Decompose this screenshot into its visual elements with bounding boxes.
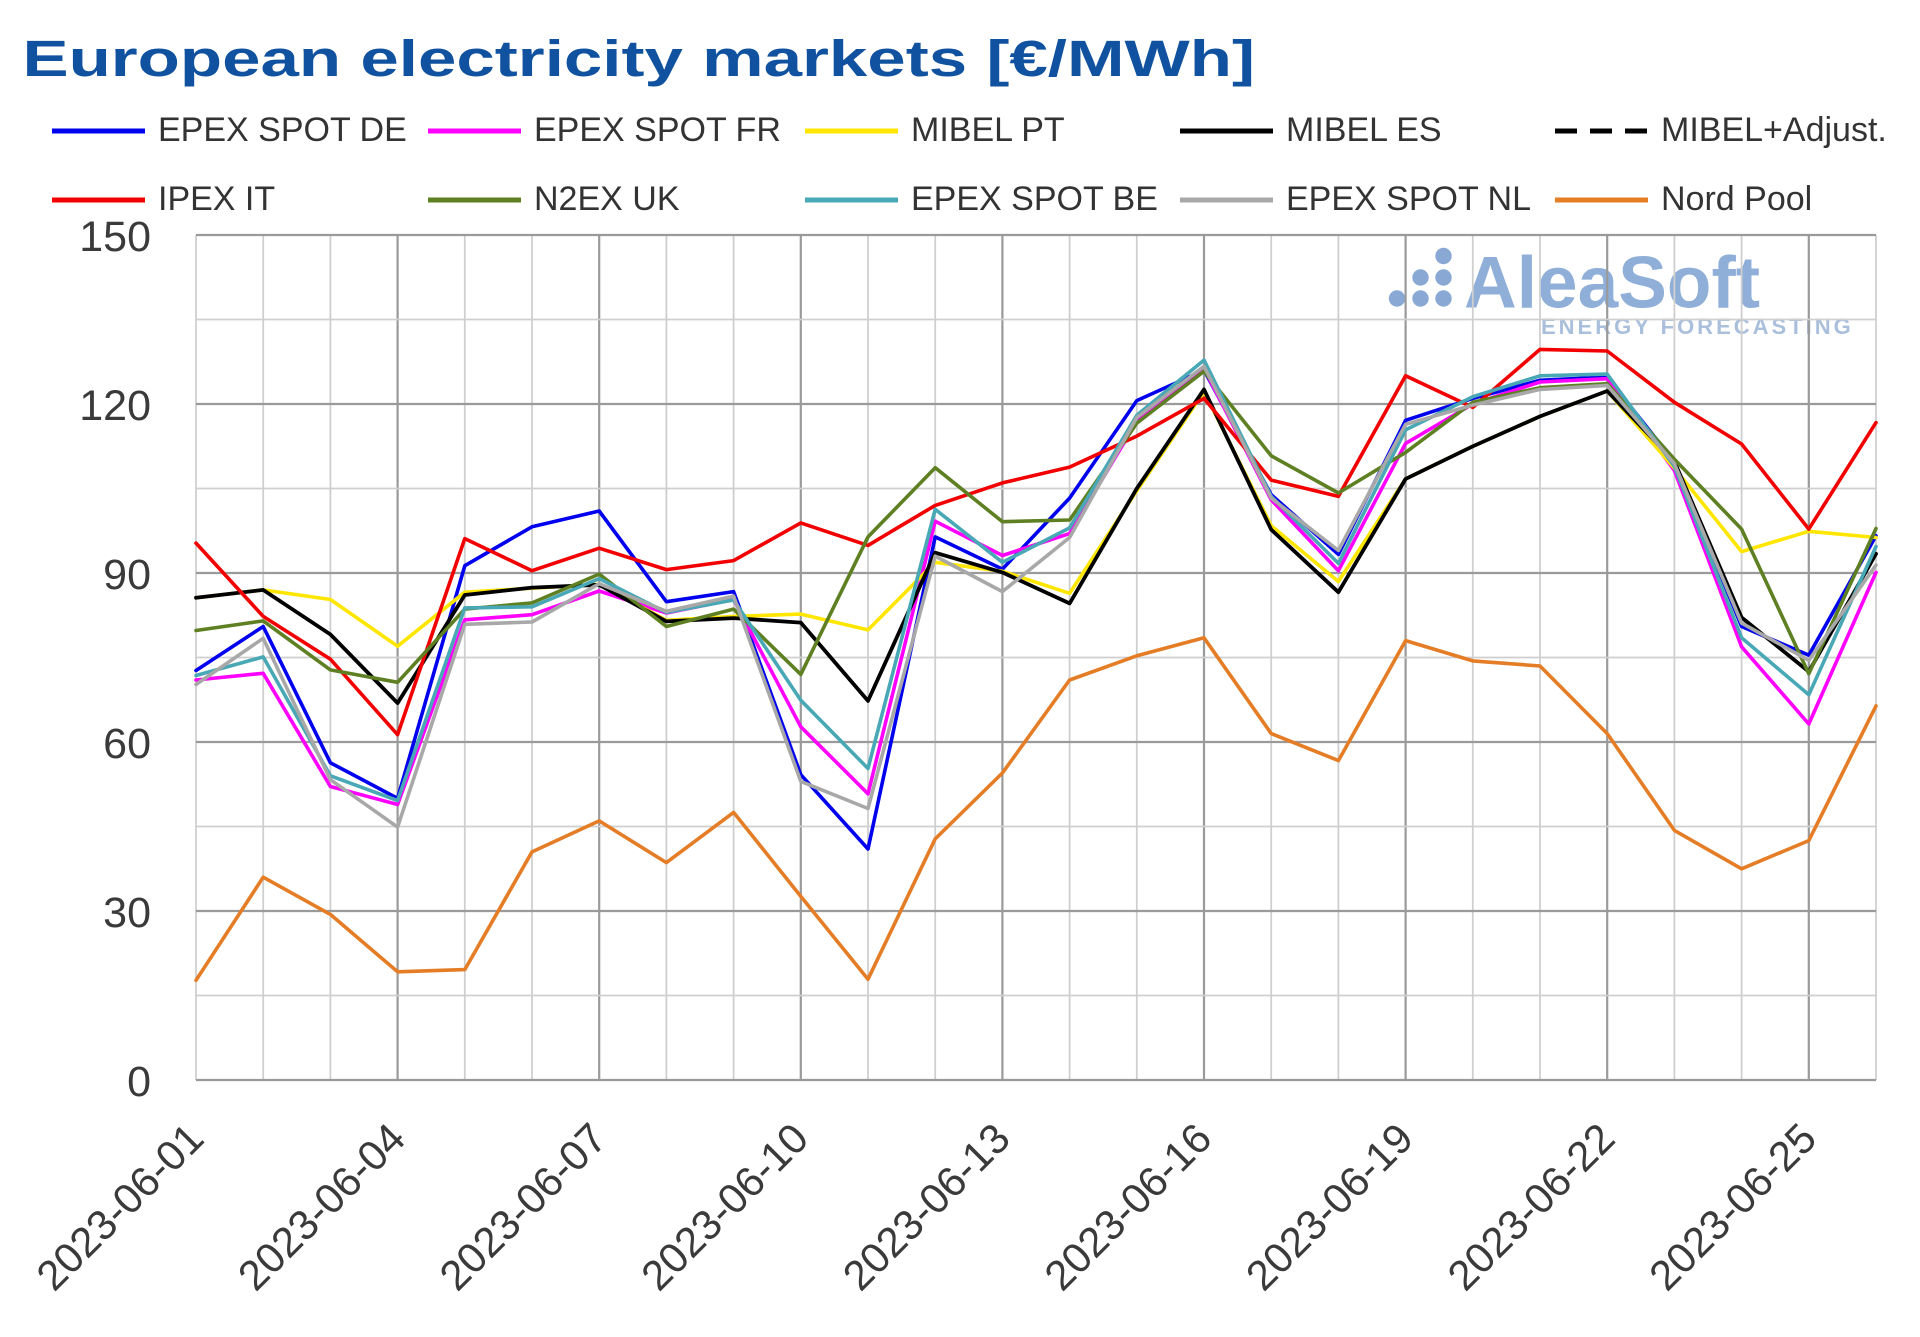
svg-text:EPEX SPOT BE: EPEX SPOT BE (911, 180, 1158, 218)
svg-text:0: 0 (127, 1058, 151, 1106)
svg-text:IPEX IT: IPEX IT (158, 180, 275, 218)
svg-text:150: 150 (79, 213, 151, 261)
svg-text:Nord Pool: Nord Pool (1661, 180, 1812, 218)
svg-text:European electricity markets [: European electricity markets [€/MWh] (22, 30, 1254, 87)
svg-text:120: 120 (79, 382, 151, 430)
svg-text:60: 60 (103, 720, 151, 768)
svg-text:EPEX SPOT NL: EPEX SPOT NL (1286, 180, 1531, 218)
svg-text:MIBEL+Adjust.: MIBEL+Adjust. (1661, 111, 1887, 149)
svg-text:ENERGY FORECASTING: ENERGY FORECASTING (1541, 314, 1854, 339)
svg-text:EPEX SPOT FR: EPEX SPOT FR (534, 111, 781, 149)
svg-text:30: 30 (103, 889, 151, 937)
svg-text:N2EX UK: N2EX UK (534, 180, 680, 218)
svg-text:EPEX SPOT DE: EPEX SPOT DE (158, 111, 407, 149)
svg-text:MIBEL PT: MIBEL PT (911, 111, 1065, 149)
svg-text:AleaSoft: AleaSoft (1464, 243, 1760, 324)
svg-text:90: 90 (103, 551, 151, 599)
svg-text:MIBEL ES: MIBEL ES (1286, 111, 1442, 149)
